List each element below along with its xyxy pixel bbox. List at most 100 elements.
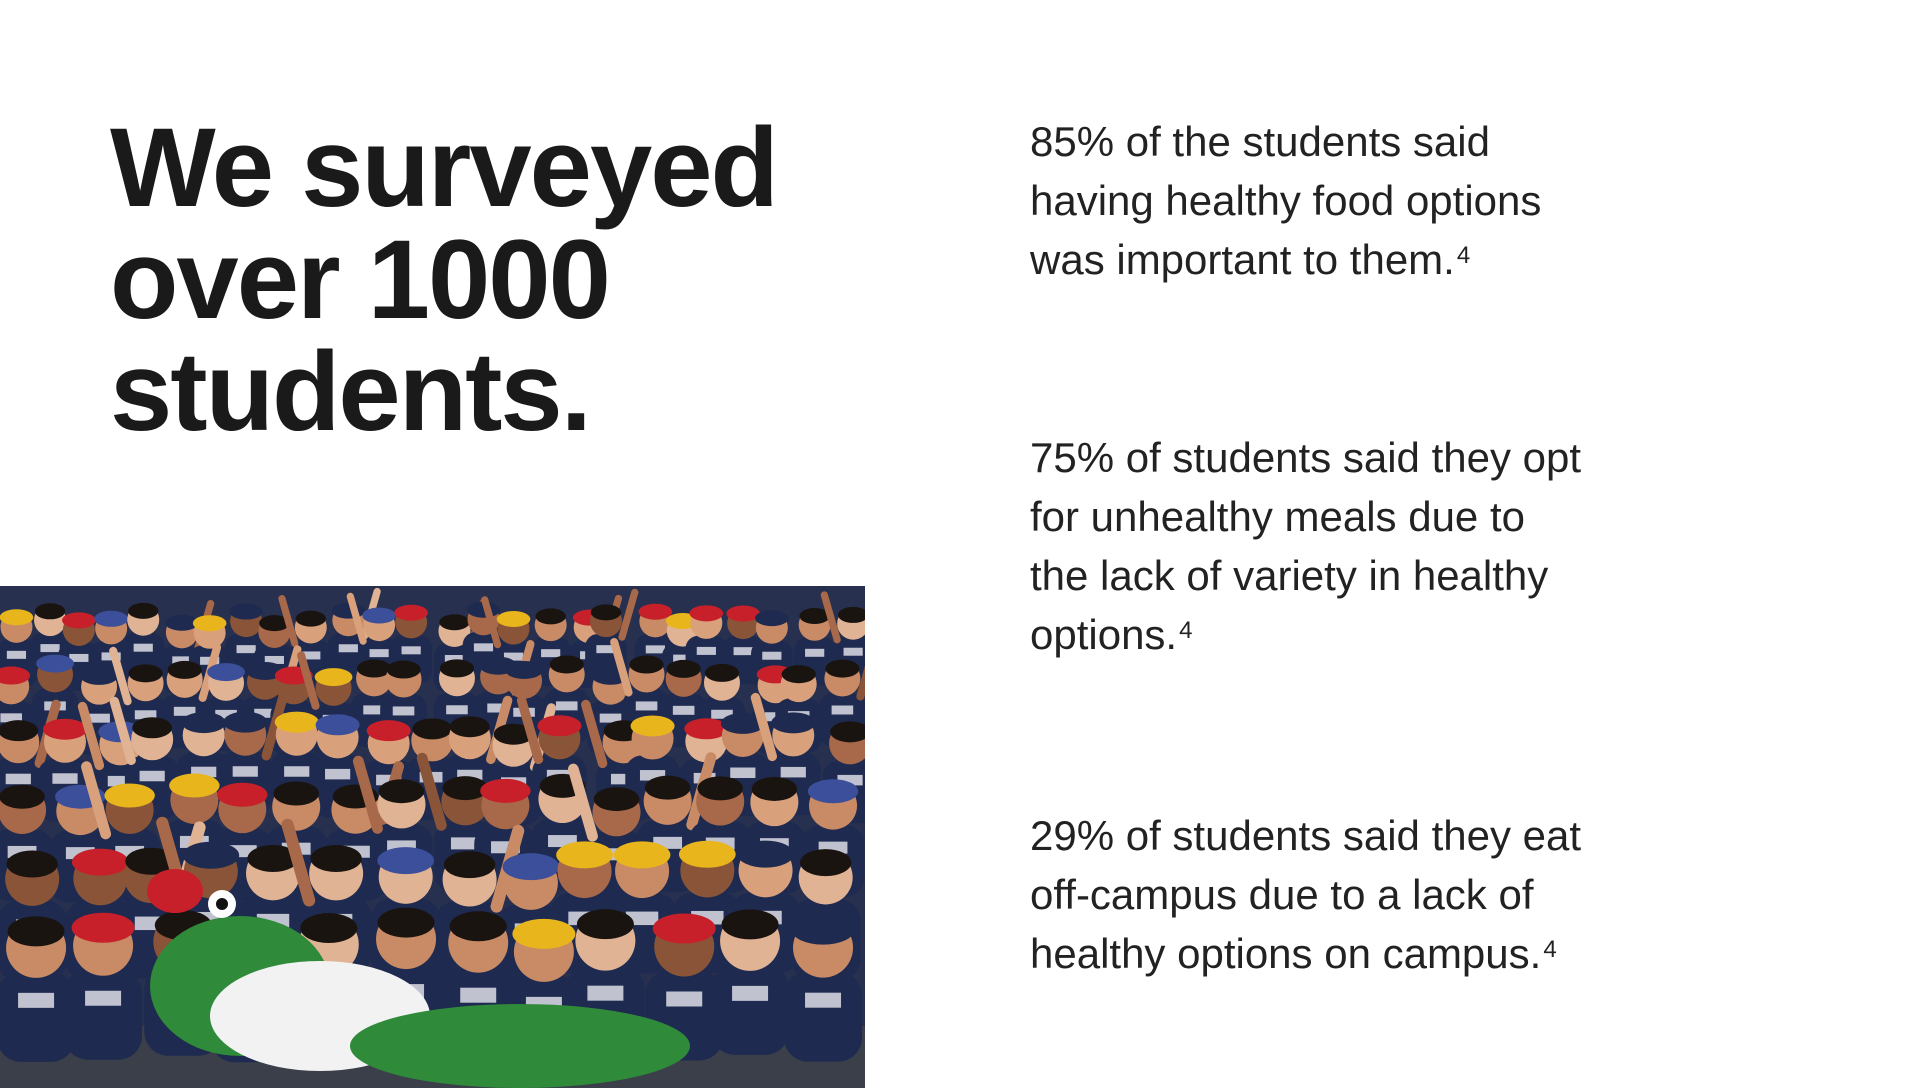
mascot-tail (350, 1004, 690, 1088)
student-cap (62, 612, 96, 629)
student-hair (439, 659, 475, 678)
stat-line: 75% of students said they opt (1030, 434, 1582, 481)
student-cap (807, 779, 859, 804)
student-hair (377, 907, 435, 938)
student-raised-arm (567, 763, 598, 842)
stat-line: having healthy food options (1030, 177, 1542, 224)
student-cap (80, 666, 118, 685)
student-cap (362, 607, 396, 624)
student-hair (34, 603, 66, 620)
student-cap (181, 712, 226, 734)
shirt-logo (596, 645, 616, 654)
shirt-logo (696, 646, 716, 655)
shirt-logo (5, 773, 31, 785)
student-hair (751, 776, 798, 801)
student-cap (274, 711, 319, 733)
student-raised-arm (820, 591, 841, 644)
shirt-logo (88, 713, 110, 723)
shirt-logo (173, 706, 196, 716)
student-raised-arm (346, 592, 367, 645)
shirt-logo (666, 991, 703, 1007)
student-cap (737, 840, 794, 868)
student-hair (6, 850, 58, 878)
mascot-pupil (216, 898, 228, 910)
student-hair (273, 781, 320, 806)
footnote-marker: 4 (1543, 936, 1557, 963)
student-crowd-photo (0, 586, 865, 1088)
shirt-logo (711, 709, 733, 719)
student-cap (229, 603, 263, 620)
stat-line-text: options. (1030, 611, 1178, 658)
shirt-logo (831, 705, 854, 715)
shirt-logo (541, 649, 561, 658)
student-hair (378, 779, 425, 804)
shirt-logo (639, 770, 666, 781)
student-raised-arm (352, 755, 383, 834)
student-cap (512, 918, 576, 949)
shirt-logo (487, 703, 509, 713)
student-cap (394, 604, 428, 621)
student-hair (0, 720, 39, 742)
student-hair (799, 608, 830, 625)
shirt-logo (0, 713, 23, 723)
shirt-logo (457, 769, 483, 781)
student-figure (64, 912, 143, 1060)
student-raised-arm (81, 761, 112, 840)
shirt-logo (325, 768, 351, 780)
shirt-logo (134, 710, 157, 720)
student-figure (784, 914, 863, 1062)
student-cap (613, 841, 671, 869)
shirt-logo (780, 766, 806, 778)
shirt-logo (503, 652, 524, 661)
shirt-logo (762, 651, 782, 660)
student-cap (36, 654, 74, 673)
shirt-logo (446, 705, 468, 715)
stat-line: 29% of students said they eat (1030, 812, 1582, 859)
student-cap (217, 782, 268, 807)
student-hair (449, 716, 490, 738)
student-cap (42, 718, 88, 740)
student-cap (223, 711, 268, 733)
student-cap (331, 602, 366, 619)
footnote-marker: 4 (1456, 242, 1471, 269)
student-cap (94, 610, 128, 627)
student-hair (837, 606, 865, 623)
shirt-logo (232, 766, 258, 777)
student-hair (0, 784, 45, 809)
student-hair (593, 787, 640, 812)
student-hair (449, 911, 507, 942)
shirt-logo (85, 990, 122, 1006)
student-cap (684, 718, 729, 740)
stat-unhealthy-meals: 75% of students said they opt for unheal… (1030, 428, 1810, 664)
shirt-logo (555, 701, 578, 711)
student-cap (537, 715, 582, 737)
student-hair (439, 614, 470, 631)
student-cap (791, 914, 855, 945)
shirt-logo (369, 649, 389, 658)
student-raised-arm (297, 651, 320, 710)
student-raised-arm (481, 596, 502, 649)
student-cap (0, 609, 34, 626)
shirt-logo (133, 643, 153, 652)
student-figure (606, 841, 678, 974)
student-cap (169, 773, 220, 798)
shirt-logo (732, 985, 769, 1001)
student-hair (386, 660, 421, 679)
alligator-mascot (147, 869, 690, 1088)
shirt-logo (191, 766, 217, 778)
student-cap (207, 663, 245, 682)
student-hair (295, 610, 326, 627)
student-hair (443, 851, 496, 879)
shirt-logo (733, 647, 753, 656)
stat-line: 85% of the students said (1030, 118, 1490, 165)
student-raised-arm (750, 692, 777, 762)
shirt-logo (18, 992, 55, 1008)
student-cap (755, 610, 789, 627)
student-cap (104, 783, 155, 808)
student-hair (590, 604, 622, 621)
student-raised-arm (610, 637, 633, 697)
student-cap (0, 666, 31, 685)
student-hair (781, 665, 816, 684)
student-raised-arm (77, 701, 105, 771)
student-raised-arm (416, 752, 447, 831)
